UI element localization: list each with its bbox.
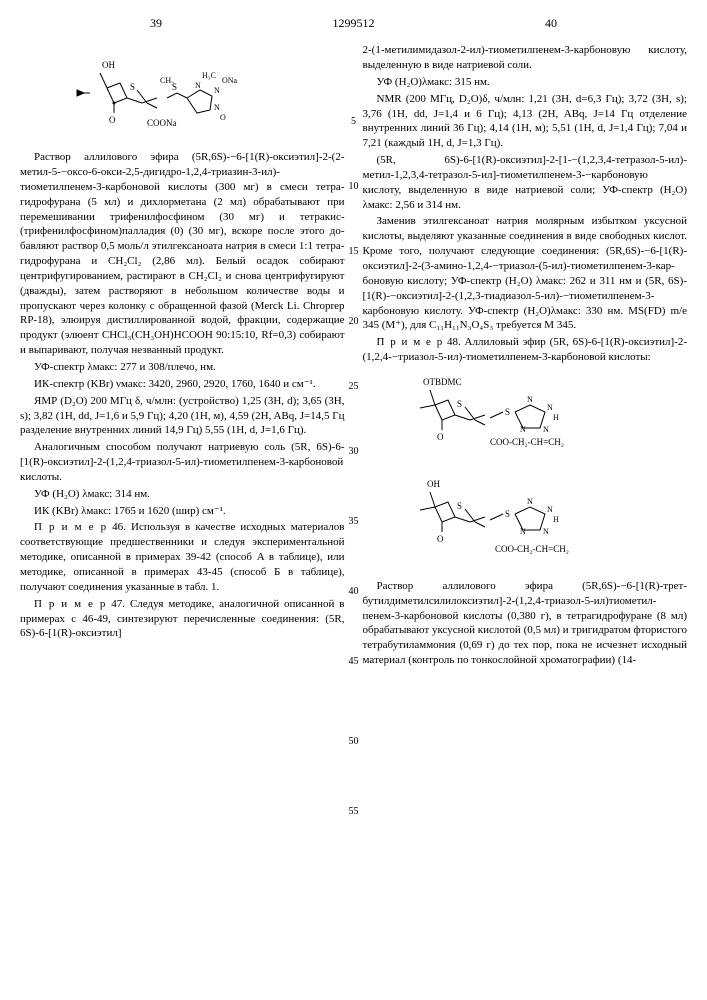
left-column: OH O S CH₃ S N N N H₃C ONa O COONa Раств… [20, 43, 345, 670]
svg-text:COO-CH₂-CH=CH₂: COO-CH₂-CH=CH₂ [495, 544, 569, 554]
svg-text:O: O [109, 115, 116, 125]
example-label: П р и м е р [377, 336, 444, 348]
svg-text:N: N [527, 395, 533, 404]
page-num-left: 39 [150, 15, 162, 31]
svg-text:N: N [547, 505, 553, 514]
paragraph: П р и м е р 47. Следуя методике, аналоги… [20, 597, 345, 642]
svg-text:S: S [457, 501, 462, 511]
svg-text:S: S [505, 509, 510, 519]
paragraph: ИК (KBr) λмакс: 1765 и 1620 (шир) см⁻¹. [20, 504, 345, 519]
chemical-structure-2: OTBDMC O S S N N N N H COO-CH₂-CH=CH₂ [363, 370, 688, 460]
paragraph: Раствор аллилового эфира (5R,6S)-−6-[1(R… [20, 150, 345, 358]
line-number: 45 [349, 655, 359, 669]
line-number: 40 [349, 585, 359, 599]
svg-text:OTBDMC: OTBDMC [423, 377, 462, 387]
paragraph: ИК-спектр (KBr) νмакс: 3420, 2960, 2920,… [20, 377, 345, 392]
svg-text:N: N [547, 403, 553, 412]
svg-text:OH: OH [427, 479, 440, 489]
svg-text:N: N [543, 425, 549, 434]
svg-text:H: H [553, 413, 559, 422]
paragraph: УФ (H₂O) λмакс: 314 нм. [20, 487, 345, 502]
chemical-structure-1: OH O S CH₃ S N N N H₃C ONa O COONa [20, 48, 345, 138]
line-number: 10 [349, 180, 359, 194]
svg-text:COO-CH₂-CH=CH₂: COO-CH₂-CH=CH₂ [490, 437, 564, 447]
line-number: 55 [349, 805, 359, 819]
svg-text:N: N [195, 81, 201, 90]
svg-text:N: N [520, 527, 526, 536]
line-number: 25 [349, 380, 359, 394]
paragraph: (5R, 6S)-6-[1(R)-оксиэтил]-2-[1-−(1,2,3,… [363, 153, 688, 212]
paragraph: Раствор аллилового эфира (5R,6S)-−6-[1(R… [363, 579, 688, 668]
svg-text:S: S [505, 407, 510, 417]
paragraph: УФ-спектр λмакс: 277 и 308/плечо, нм. [20, 360, 345, 375]
paragraph: УФ (H₂O)λмакс: 315 нм. [363, 75, 688, 90]
page-wrapper: 39 1299512 40 5 10 15 20 25 30 35 40 45 … [20, 15, 687, 670]
svg-text:O: O [220, 113, 226, 122]
paragraph: Аналогичным способом получают натриевую … [20, 440, 345, 485]
line-number: 35 [349, 515, 359, 529]
line-number: 20 [349, 315, 359, 329]
paragraph: ЯМР (D₂O) 200 МГц δ, ч/млн: (ус­тройство… [20, 394, 345, 439]
svg-text:N: N [520, 425, 526, 434]
paragraph: NMR (200 МГц, D₂O)δ, ч/млн: 1,21 (3H, d=… [363, 92, 688, 151]
page-num-right: 40 [545, 15, 557, 31]
line-number: 50 [349, 735, 359, 749]
svg-text:N: N [543, 527, 549, 536]
svg-text:S: S [172, 82, 177, 92]
line-number: 15 [349, 245, 359, 259]
example-label: П р и м е р [34, 598, 106, 610]
right-column: 2-(1-метилимидазол-2-ил)-тиометилпе­нем-… [363, 43, 688, 670]
svg-text:COONa: COONa [147, 118, 177, 128]
svg-text:H: H [553, 515, 559, 524]
patent-number: 1299512 [333, 15, 375, 31]
svg-text:N: N [214, 86, 220, 95]
svg-text:S: S [130, 82, 135, 92]
paragraph: 2-(1-метилимидазол-2-ил)-тиометилпе­нем-… [363, 43, 688, 73]
svg-text:N: N [527, 497, 533, 506]
svg-text:OH: OH [102, 60, 115, 70]
page-header: 39 1299512 40 [20, 15, 687, 31]
line-number: 5 [351, 115, 356, 129]
chemical-structure-3: OH O S S N N N N H COO-CH₂-CH=CH₂ [363, 472, 688, 567]
svg-text:O: O [437, 432, 444, 442]
two-column-layout: OH O S CH₃ S N N N H₃C ONa O COONa Раств… [20, 43, 687, 670]
svg-text:S: S [457, 399, 462, 409]
line-number: 30 [349, 445, 359, 459]
svg-text:N: N [214, 103, 220, 112]
paragraph: Заменив этилгексаноат натрия мо­лярным и… [363, 214, 688, 333]
svg-text:ONa: ONa [222, 76, 238, 85]
example-label: П р и м е р [34, 521, 107, 533]
paragraph: П р и м е р 48. Аллиловый эфир (5R, 6S)-… [363, 335, 688, 365]
svg-text:H₃C: H₃C [202, 71, 216, 80]
paragraph: П р и м е р 46. Используя в каче­стве ис… [20, 520, 345, 594]
svg-text:O: O [437, 534, 444, 544]
